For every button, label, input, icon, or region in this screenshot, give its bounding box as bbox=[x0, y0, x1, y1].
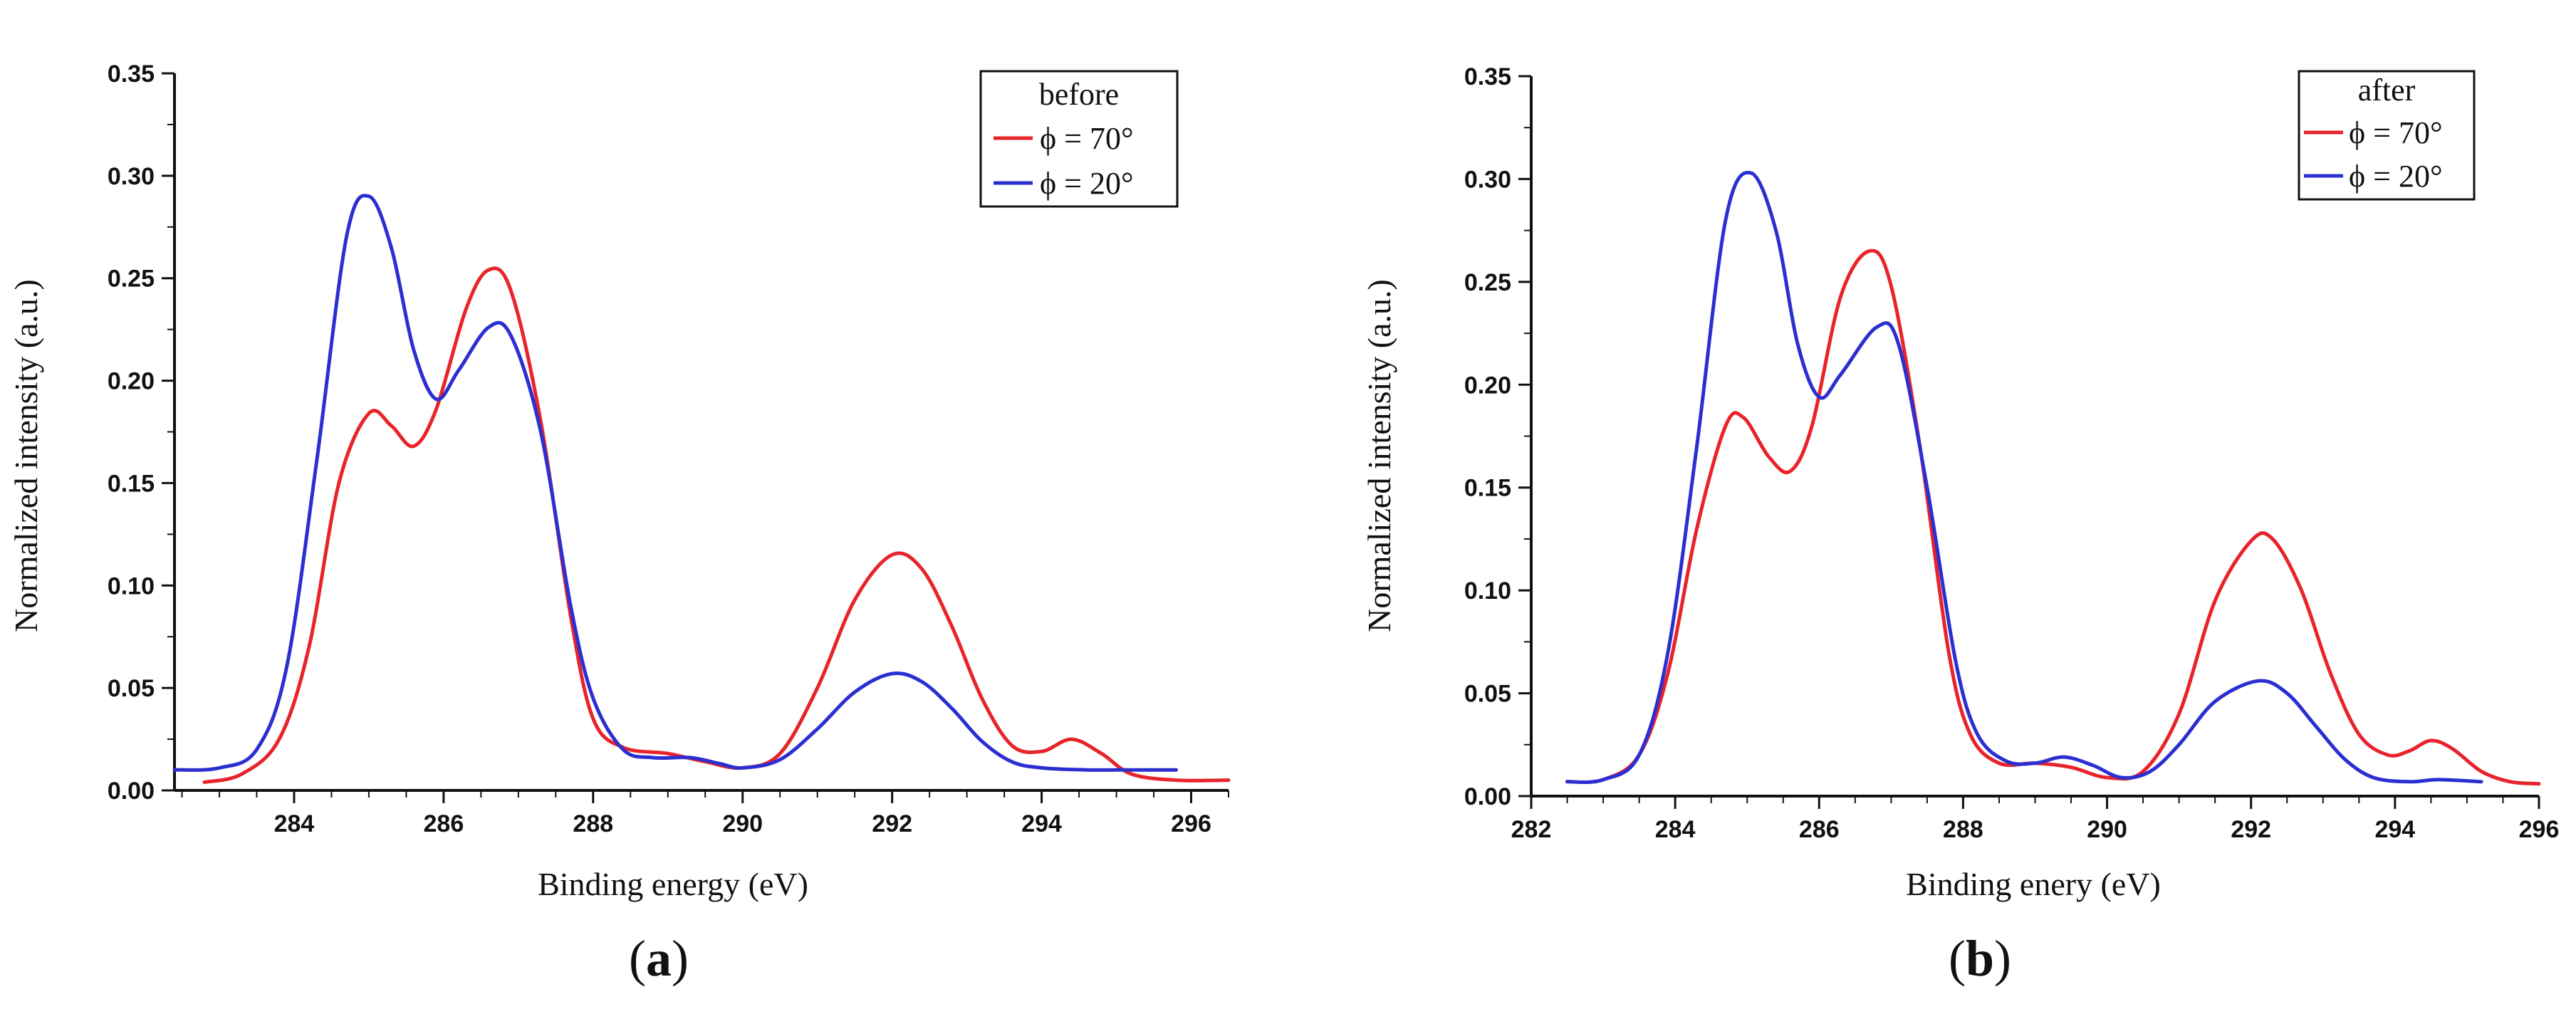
y-tick-label-b: 0.00 bbox=[1464, 783, 1511, 810]
panel-letter-a: a bbox=[646, 930, 672, 987]
x-tick-label-a: 292 bbox=[872, 810, 912, 837]
axes-b: 0.00 0.05 0.10 0.15 0.20 0.25 0.30 0.35 282 284 28… bbox=[1464, 63, 2560, 843]
y-tick-label-a: 0.10 bbox=[108, 573, 155, 600]
legend-b: after ϕ = 70° ϕ = 20° bbox=[2298, 70, 2476, 201]
panel-letter-b: b bbox=[1966, 930, 1994, 987]
x-tick-label-b: 294 bbox=[2374, 816, 2415, 843]
y-tick-label-b: 0.25 bbox=[1464, 269, 1511, 296]
legend-box-b bbox=[2298, 70, 2476, 201]
series-line-phi70-a bbox=[202, 266, 1231, 784]
y-tick-label-a: 0.00 bbox=[108, 778, 155, 805]
y-tick-label-a: 0.15 bbox=[108, 470, 155, 497]
y-tick-label-b: 0.20 bbox=[1464, 372, 1511, 399]
legend-label-20-a: ϕ = 20° bbox=[1040, 166, 1134, 201]
series-layer-a bbox=[172, 194, 1231, 784]
x-tick-label-a: 288 bbox=[573, 810, 613, 837]
series-line-phi20-b bbox=[1565, 170, 2483, 785]
y-tick-label-a: 0.05 bbox=[108, 675, 155, 702]
x-tick-label-a: 284 bbox=[274, 810, 315, 837]
series-layer-b bbox=[1565, 170, 2541, 786]
x-tick-label-b: 292 bbox=[2231, 816, 2271, 843]
x-tick-label-b: 284 bbox=[1655, 816, 1696, 843]
y-tick-label-b: 0.35 bbox=[1464, 63, 1511, 90]
axes-a: 0.00 0.05 0.10 0.15 0.20 0.25 0.30 0.35 284 286 28… bbox=[108, 61, 1229, 837]
y-tick-label-a: 0.20 bbox=[108, 368, 155, 395]
y-tick-label-b: 0.30 bbox=[1464, 166, 1511, 193]
x-tick-label-a: 294 bbox=[1021, 810, 1062, 837]
x-tick-label-a: 296 bbox=[1171, 810, 1211, 837]
panel-label-a: (a) bbox=[629, 930, 689, 987]
x-tick-label-b: 286 bbox=[1799, 816, 1840, 843]
series-line-phi20-a bbox=[172, 194, 1178, 772]
x-tick-label-b: 290 bbox=[2087, 816, 2127, 843]
legend-a: before ϕ = 70° ϕ = 20° bbox=[979, 70, 1179, 208]
x-axis-title-a: Binding energy (eV) bbox=[538, 866, 808, 902]
y-tick-label-b: 0.10 bbox=[1464, 577, 1511, 605]
x-tick-label-b: 296 bbox=[2519, 816, 2560, 843]
series-line-phi70-b bbox=[1565, 249, 2541, 786]
legend-label-20-b: ϕ = 20° bbox=[2349, 159, 2443, 194]
y-tick-label-a: 0.25 bbox=[108, 266, 155, 293]
y-tick-label-b: 0.05 bbox=[1464, 681, 1511, 708]
legend-label-70-a: ϕ = 70° bbox=[1040, 121, 1134, 156]
legend-title-b: after bbox=[2358, 73, 2416, 108]
x-axis-title-b: Binding enery (eV) bbox=[1906, 866, 2161, 902]
legend-label-70-b: ϕ = 70° bbox=[2349, 115, 2443, 150]
legend-title-a: before bbox=[1039, 77, 1119, 112]
x-tick-label-a: 290 bbox=[722, 810, 763, 837]
chart-panel-a: 0.00 0.05 0.10 0.15 0.20 0.25 0.30 0.35 284 286 28… bbox=[8, 61, 1231, 987]
y-tick-label-a: 0.30 bbox=[108, 163, 155, 190]
y-tick-label-a: 0.35 bbox=[108, 61, 155, 88]
y-tick-label-b: 0.15 bbox=[1464, 475, 1511, 502]
y-axis-title-b: Normalized intensity (a.u.) bbox=[1361, 279, 1397, 632]
x-tick-label-b: 288 bbox=[1943, 816, 1983, 843]
x-tick-label-a: 286 bbox=[424, 810, 464, 837]
y-axis-title-a: Normalized intensity (a.u.) bbox=[8, 279, 44, 632]
chart-panel-b: 0.00 0.05 0.10 0.15 0.20 0.25 0.30 0.35 282 284 28… bbox=[1361, 63, 2559, 987]
x-tick-label-b: 282 bbox=[1511, 816, 1552, 843]
panel-label-b: (b) bbox=[1949, 930, 2011, 987]
